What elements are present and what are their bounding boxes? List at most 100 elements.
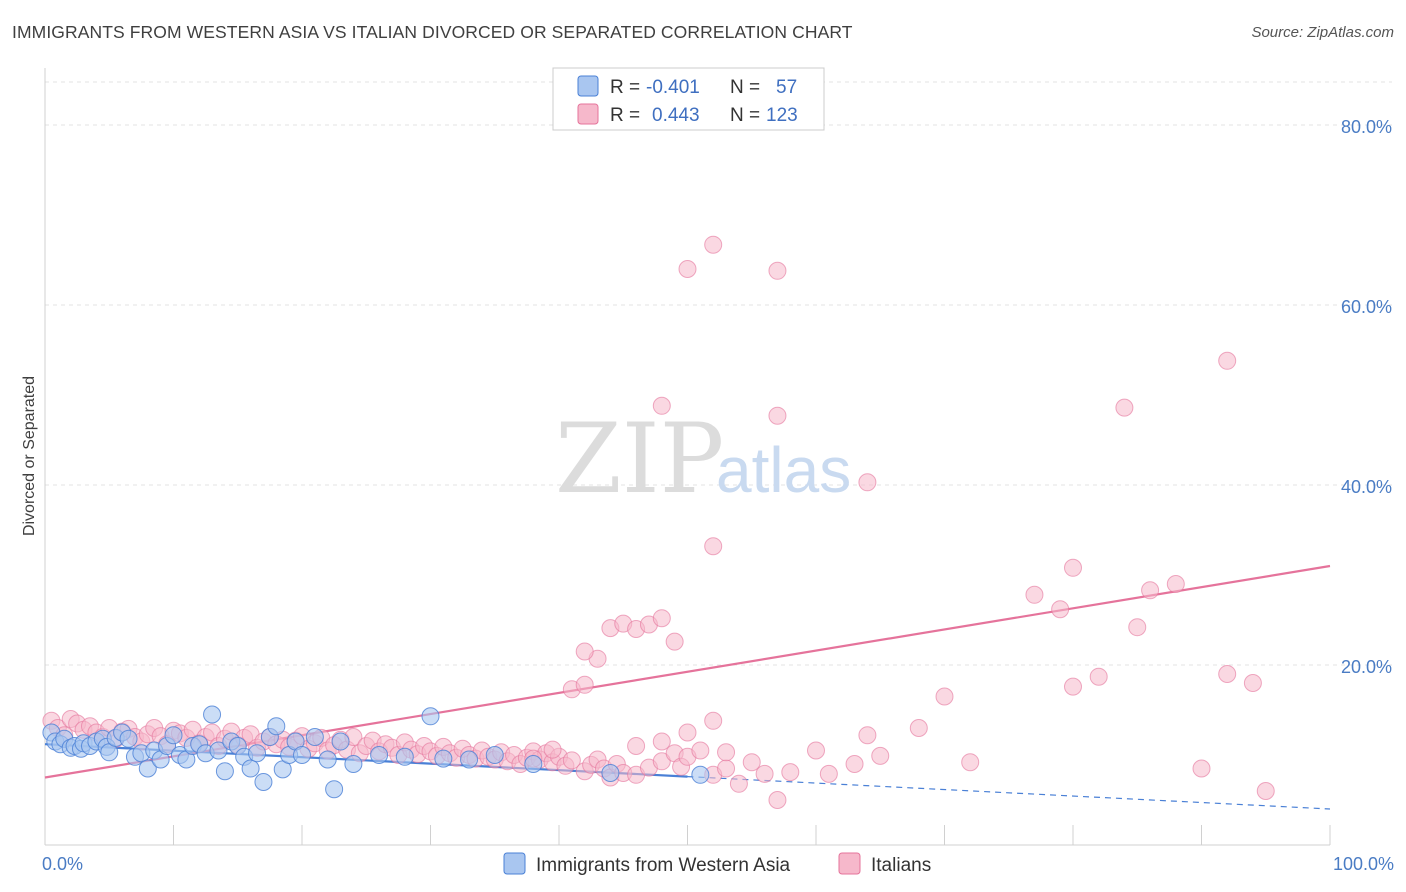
western-asia-point-50	[421, 707, 440, 726]
italians-point-122	[1218, 665, 1237, 683]
tick-labels: 20.0% 40.0% 60.0% 80.0% 0.0% 100.0%	[42, 117, 1394, 874]
legend-r-value-0: -0.401	[646, 77, 700, 98]
italians-point-97	[678, 723, 697, 742]
italians-point-104	[742, 753, 761, 772]
western-asia-point-51	[434, 749, 453, 768]
legend-r-label-0: R =	[610, 77, 640, 98]
western-asia-point-45	[325, 780, 344, 799]
watermark-zip: ZIP	[555, 403, 724, 515]
bottom-legend-label-0: Immigrants from Western Asia	[536, 855, 791, 876]
italians-point-115	[961, 753, 980, 772]
italians-point-124	[1256, 782, 1275, 800]
western-asia-point-55	[601, 764, 620, 782]
italians-point-114	[935, 687, 954, 706]
italians-point-120	[1166, 575, 1185, 593]
italians-point-106	[768, 791, 787, 809]
italians-point-141	[704, 235, 723, 254]
italians-point-93	[652, 732, 671, 751]
italians-point-139	[768, 406, 787, 425]
western-asia-point-35	[248, 744, 267, 763]
italians-point-145	[1051, 600, 1070, 619]
italians-point-81	[562, 751, 581, 770]
italians-point-136	[575, 675, 594, 694]
chart-title: IMMIGRANTS FROM WESTERN ASIA VS ITALIAN …	[12, 22, 853, 42]
italians-point-126	[543, 740, 562, 759]
italians-point-105	[755, 764, 774, 783]
western-asia-trendline-extension	[687, 776, 1331, 810]
italians-point-138	[652, 396, 671, 415]
western-asia-point-52	[460, 750, 479, 769]
western-asia-point-54	[524, 755, 543, 773]
western-asia-point-56	[691, 765, 710, 784]
gridlines	[45, 81, 1392, 666]
italians-point-110	[845, 755, 864, 773]
legend-n-value-0: 57	[776, 77, 797, 98]
western-asia-point-38	[267, 717, 286, 736]
bottom-legend-swatch-0	[503, 852, 526, 875]
italians-point-100	[704, 711, 723, 730]
legend-n-label-0: N =	[730, 77, 760, 98]
italians-point-108	[807, 741, 825, 760]
western-asia-point-49	[395, 747, 414, 766]
italians-point-119	[1141, 581, 1160, 600]
italians-point-98	[691, 741, 710, 760]
western-asia-point-18	[138, 759, 157, 778]
italians-point-92	[652, 752, 671, 771]
western-asia-point-30	[215, 762, 234, 781]
legend-r-label-1: R =	[610, 105, 640, 126]
italians-point-123	[1243, 674, 1262, 692]
western-asia-point-36	[254, 773, 273, 791]
italians-point-113	[909, 719, 928, 737]
italians-point-102	[717, 743, 736, 762]
italians-point-117	[1089, 667, 1108, 686]
italians-point-116	[1064, 677, 1082, 696]
italians-point-147	[1115, 398, 1134, 417]
western-asia-point-42	[293, 746, 311, 764]
western-asia-point-53	[485, 746, 504, 764]
italians-point-118	[1128, 618, 1147, 637]
western-asia-point-22	[164, 726, 183, 745]
bottom-legend-label-1: Italians	[871, 855, 931, 876]
italians-point-140	[678, 260, 697, 278]
western-asia-point-48	[370, 746, 389, 764]
y-tick-label-1: 40.0%	[1341, 477, 1392, 497]
western-asia-point-29	[209, 741, 228, 760]
bottom-legend: Immigrants from Western Asia Italians	[503, 852, 931, 876]
western-asia-point-28	[203, 705, 222, 724]
italians-point-101	[717, 759, 736, 778]
italians-point-121	[1192, 759, 1211, 778]
italians-point-128	[575, 642, 594, 661]
italians-point-146	[1064, 558, 1082, 577]
western-asia-point-46	[331, 732, 350, 751]
top-legend: R = -0.401 N = 57 R = 0.443 N = 123	[552, 67, 825, 131]
italians-point-148	[1218, 351, 1237, 370]
y-tick-label-3: 80.0%	[1341, 117, 1392, 137]
legend-swatch-1	[577, 103, 599, 125]
italians-point-137	[704, 537, 723, 556]
italians-point-142	[768, 261, 787, 280]
western-asia-point-34	[241, 759, 260, 778]
italians-point-144	[1025, 585, 1044, 604]
western-asia-point-43	[305, 728, 324, 746]
bottom-legend-swatch-1	[838, 852, 861, 875]
italians-point-90	[627, 737, 646, 755]
legend-n-value-1: 123	[766, 105, 798, 126]
italians-point-143	[858, 473, 877, 492]
legend-swatch-0	[577, 75, 599, 97]
y-tick-label-0: 20.0%	[1341, 657, 1392, 677]
legend-n-label-1: N =	[730, 105, 760, 126]
legend-r-value-1: 0.443	[652, 105, 700, 126]
western-asia-point-47	[344, 755, 363, 773]
y-tick-label-2: 60.0%	[1341, 297, 1392, 317]
x-tick-label-1: 100.0%	[1333, 854, 1394, 874]
watermark-atlas: atlas	[716, 434, 851, 506]
italians-point-107	[781, 763, 800, 782]
italians-point-109	[819, 764, 838, 783]
western-asia-point-15	[119, 729, 138, 748]
source-credit: Source: ZipAtlas.com	[1251, 24, 1394, 41]
italians-point-133	[652, 609, 671, 628]
y-axis-label: Divorced or Separated	[21, 376, 38, 536]
italians-point-111	[858, 726, 877, 745]
data-points	[42, 235, 1275, 809]
